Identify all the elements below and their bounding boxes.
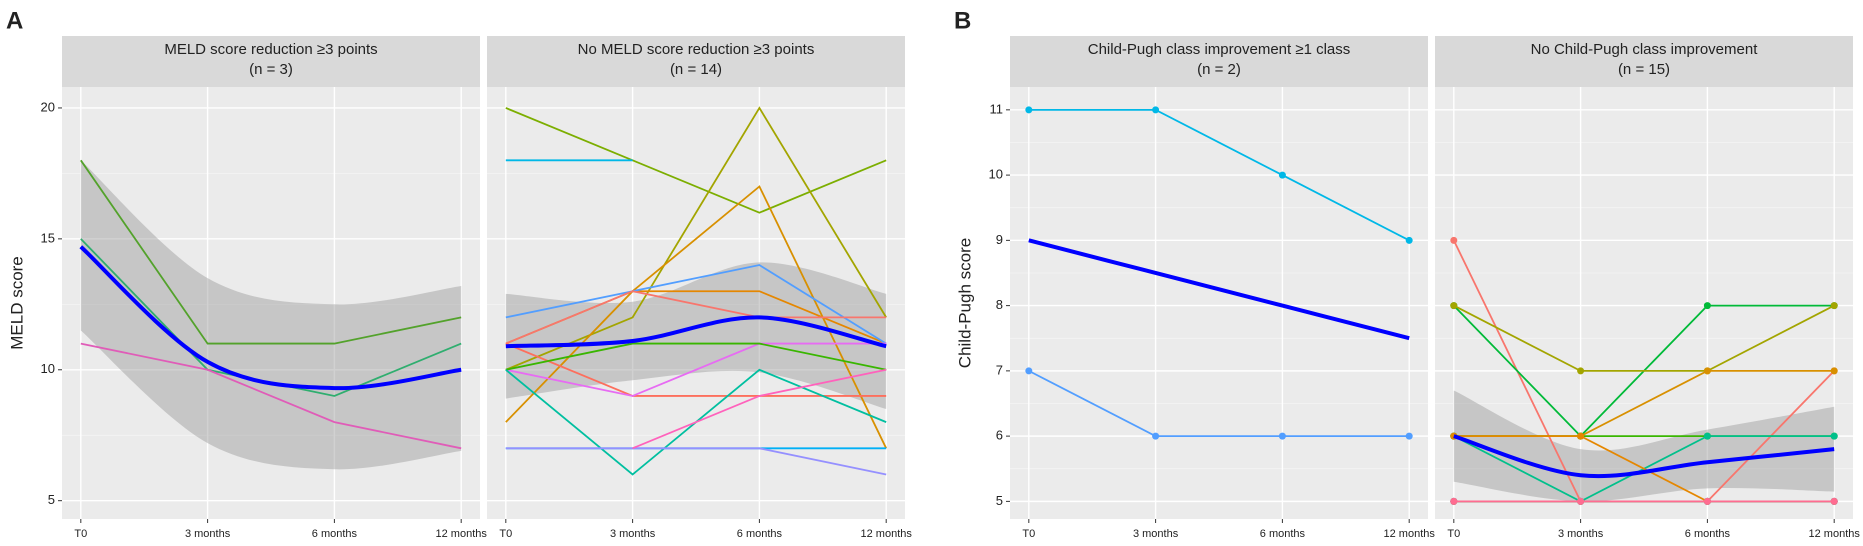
point: [1830, 367, 1838, 375]
y-tick-label: 6: [996, 428, 1003, 443]
x-tick-label: 12 months: [1384, 528, 1436, 540]
point: [1577, 432, 1585, 440]
facet-title: No MELD score reduction ≥3 points: [578, 41, 815, 58]
panel-label: B: [954, 7, 971, 34]
series-line: [1028, 370, 1410, 438]
x-tick-label: 6 months: [1260, 528, 1306, 540]
point: [1405, 236, 1413, 244]
point: [1025, 106, 1033, 114]
point: [1152, 106, 1160, 114]
series-line: [505, 264, 887, 345]
x-tick-label: 6 months: [1685, 528, 1731, 540]
series-line: [505, 107, 887, 214]
x-tick-label: 12 months: [1809, 528, 1861, 540]
y-axis-title: MELD score: [7, 256, 26, 350]
facet-title: Child-Pugh class improvement ≥1 class: [1088, 41, 1351, 58]
x-tick-label: T0: [1022, 528, 1035, 540]
series-line: [505, 447, 887, 476]
x-tick-label: 12 months: [861, 528, 913, 540]
y-tick-label: 10: [989, 167, 1003, 182]
series-line: [1453, 304, 1835, 372]
point: [1450, 302, 1458, 310]
plot-panel: [1010, 87, 1428, 519]
facet-subtitle: (n = 2): [1197, 61, 1241, 78]
y-tick-label: 11: [990, 101, 1004, 116]
facet-header: [1010, 36, 1428, 87]
point: [1703, 497, 1711, 505]
y-tick-label: 8: [996, 297, 1003, 312]
series-line: [1028, 108, 1410, 242]
point: [1450, 497, 1458, 505]
x-tick-label: T0: [499, 528, 512, 540]
point: [1830, 432, 1838, 440]
series-line: [632, 368, 887, 450]
y-tick-label: 5: [48, 492, 55, 507]
x-tick-label: 3 months: [1133, 528, 1179, 540]
facet-subtitle: (n = 3): [249, 61, 293, 78]
facet-header: [1435, 36, 1853, 87]
facet-subtitle: (n = 14): [670, 61, 722, 78]
series-line: [505, 342, 887, 397]
y-tick-label: 10: [41, 361, 55, 376]
x-tick-label: 3 months: [185, 528, 231, 540]
facet-title: MELD score reduction ≥3 points: [164, 41, 377, 58]
point: [1577, 497, 1585, 505]
fit-line: [1453, 434, 1835, 479]
series-line: [505, 342, 887, 371]
plot-panel: [487, 87, 905, 519]
plot-panel: [1435, 87, 1853, 519]
point: [1577, 367, 1585, 375]
confidence-band: [80, 160, 462, 470]
confidence-band: [505, 262, 887, 410]
y-tick-label: 9: [996, 232, 1003, 247]
x-tick-label: 12 months: [436, 528, 488, 540]
point: [1450, 236, 1458, 244]
series-line: [80, 342, 462, 450]
x-tick-label: 3 months: [1558, 528, 1604, 540]
series-line: [80, 159, 462, 345]
fit-line: [505, 315, 887, 349]
panel-label: A: [6, 7, 23, 34]
facet-subtitle: (n = 15): [1618, 61, 1670, 78]
point: [1830, 302, 1838, 310]
facet-header: [487, 36, 905, 87]
x-tick-label: 3 months: [610, 528, 656, 540]
point: [1278, 432, 1286, 440]
series-line: [505, 290, 887, 345]
fit-line: [79, 245, 462, 391]
y-tick-label: 20: [41, 99, 55, 114]
point: [1703, 367, 1711, 375]
y-tick-label: 5: [996, 493, 1003, 508]
x-tick-label: 6 months: [312, 528, 358, 540]
y-tick-label: 7: [996, 362, 1003, 377]
point: [1152, 432, 1160, 440]
facet-title: No Child-Pugh class improvement: [1531, 41, 1759, 58]
facet-header: [62, 36, 480, 87]
point: [1278, 171, 1286, 179]
point: [1405, 432, 1413, 440]
point: [1703, 302, 1711, 310]
point: [1025, 367, 1033, 375]
x-tick-label: T0: [74, 528, 87, 540]
y-tick-label: 15: [41, 230, 55, 245]
x-tick-label: 6 months: [737, 528, 783, 540]
x-tick-label: T0: [1447, 528, 1460, 540]
fit-line: [1028, 238, 1410, 341]
point: [1830, 497, 1838, 505]
y-axis-title: Child-Pugh score: [955, 238, 974, 368]
plot-panel: [62, 87, 480, 519]
point: [1703, 432, 1711, 440]
confidence-band: [1453, 390, 1835, 502]
